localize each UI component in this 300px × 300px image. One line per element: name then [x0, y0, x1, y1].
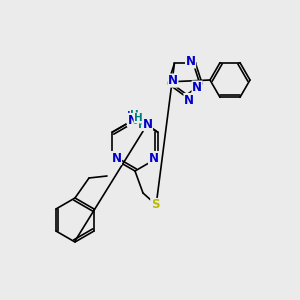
Text: N: N: [168, 74, 178, 87]
Text: N: N: [112, 152, 122, 164]
Text: H: H: [130, 110, 139, 120]
Text: N: N: [128, 113, 137, 127]
Text: S: S: [151, 199, 159, 212]
Text: N: N: [127, 110, 137, 124]
Text: N: N: [184, 94, 194, 106]
Text: N: N: [192, 81, 202, 94]
Text: H: H: [134, 113, 143, 123]
Text: H: H: [138, 120, 147, 130]
Text: N: N: [142, 118, 152, 130]
Text: N: N: [148, 152, 158, 164]
Text: N: N: [186, 55, 196, 68]
